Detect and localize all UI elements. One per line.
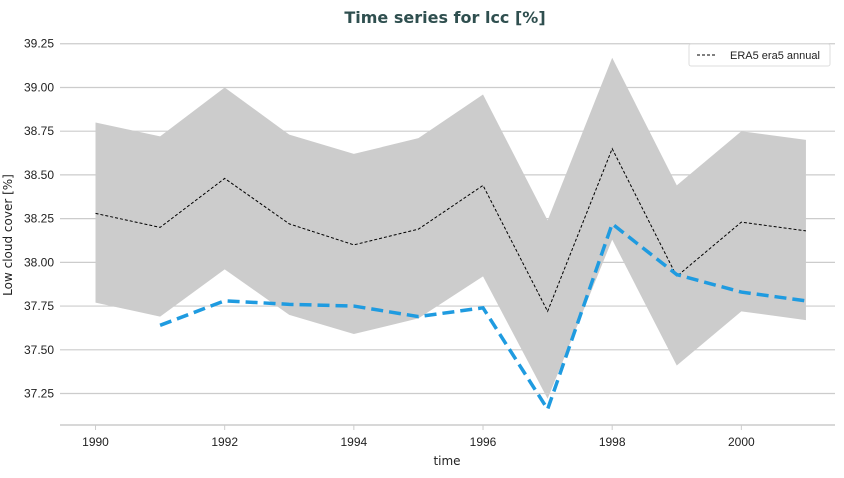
spread-band bbox=[95, 57, 806, 399]
y-tick-label: 37.25 bbox=[24, 387, 54, 401]
series-line-0 bbox=[95, 147, 807, 313]
x-ticks: 1990 1992 1994 1996 1998 2000 bbox=[82, 425, 755, 449]
y-axis-label: Low cloud cover [%] bbox=[1, 174, 15, 296]
y-tick-label: 39.00 bbox=[24, 80, 54, 94]
spread-band-area bbox=[95, 57, 806, 399]
chart-title: Time series for lcc [%] bbox=[344, 8, 545, 27]
x-tick-label: 2000 bbox=[728, 435, 755, 449]
legend: ERA5 era5 annual bbox=[688, 43, 831, 67]
x-tick-label: 1990 bbox=[82, 435, 109, 449]
y-tick-label: 37.50 bbox=[24, 343, 54, 357]
legend-label-era5: ERA5 era5 annual bbox=[730, 50, 820, 62]
y-tick-label: 38.00 bbox=[24, 255, 54, 269]
x-tick-label: 1992 bbox=[211, 435, 238, 449]
y-tick-label: 38.25 bbox=[24, 212, 54, 226]
y-tick-label: 39.25 bbox=[24, 37, 54, 51]
series-line-1 bbox=[159, 220, 807, 414]
y-tick-label: 38.50 bbox=[24, 168, 54, 182]
x-tick-label: 1998 bbox=[599, 435, 626, 449]
x-axis-label: time bbox=[433, 454, 460, 468]
legend-box bbox=[688, 43, 831, 67]
x-tick-label: 1994 bbox=[341, 435, 368, 449]
y-ticks: 37.25 37.50 37.75 38.00 38.25 38.50 38.75 39.00… bbox=[24, 37, 54, 401]
y-tick-label: 37.75 bbox=[24, 299, 54, 313]
x-tick-label: 1996 bbox=[470, 435, 497, 449]
y-tick-label: 38.75 bbox=[24, 124, 54, 138]
series-lines bbox=[95, 147, 807, 414]
